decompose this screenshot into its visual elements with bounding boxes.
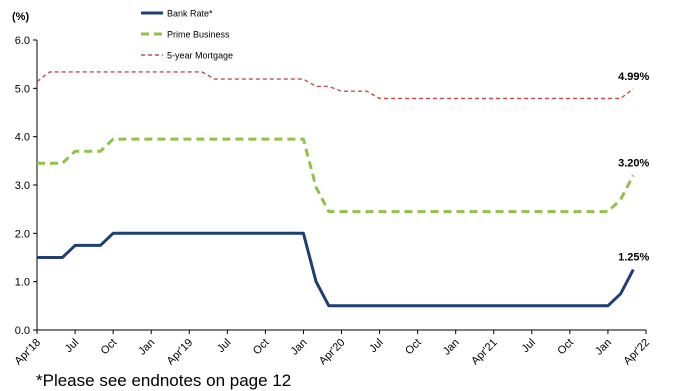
x-tick-label: Jan [289, 337, 310, 358]
series-lines [36, 71, 635, 308]
x-tick-label: Jul [215, 337, 233, 355]
x-tick-label: Jan [136, 337, 157, 358]
y-tick-label: 1.0 [15, 277, 30, 289]
y-tick-label: 3.0 [15, 180, 30, 192]
x-tick-label: Apr'18 [12, 337, 43, 368]
y-tick-label: 2.0 [15, 228, 30, 240]
x-tick-label: Jan [593, 337, 614, 358]
legend-label: 5-year Mortgage [167, 51, 233, 61]
y-tick-label: 6.0 [15, 35, 30, 47]
end-value-label: 1.25% [618, 252, 649, 264]
x-tick-label: Oct [99, 337, 120, 358]
y-axis: 0.0 1.0 2.0 3.0 4.0 5.0 6.0 [15, 35, 38, 337]
end-value-label: 4.99% [618, 71, 649, 83]
x-tick-label: Oct [251, 337, 272, 358]
x-axis: Apr'18 Jul Oct Jan Apr'19 Jul Oct Jan Apr'20 Jul O… [12, 329, 652, 368]
series-line-bank-rate [37, 231, 635, 308]
series-line-prime-business [37, 137, 635, 214]
x-tick-label: Jan [441, 337, 462, 358]
legend: Bank Rate* Prime Business 5-year Mortgage [141, 9, 233, 61]
x-tick-label: Apr'21 [469, 337, 500, 368]
series-line-5-year-mortgage [36, 71, 634, 100]
end-value-label: 3.20% [618, 157, 649, 169]
y-tick-label: 4.0 [15, 132, 30, 144]
y-tick-label: 5.0 [15, 83, 30, 95]
x-tick-label: Apr'22 [621, 337, 652, 368]
x-tick-label: Jul [520, 337, 538, 355]
x-tick-label: Oct [555, 337, 576, 358]
y-axis-label: (%) [12, 11, 29, 23]
legend-label: Bank Rate* [167, 9, 213, 19]
x-tick-label: Jul [63, 337, 81, 355]
x-tick-label: Apr'20 [317, 337, 348, 368]
legend-label: Prime Business [167, 30, 230, 40]
footnote: *Please see endnotes on page 12 [36, 371, 292, 390]
y-tick-label: 0.0 [15, 325, 30, 337]
x-tick-label: Jul [367, 337, 385, 355]
x-tick-label: Apr'19 [165, 337, 196, 368]
end-labels: 1.25% 3.20% 4.99% [618, 71, 649, 264]
x-tick-label: Oct [403, 337, 424, 358]
